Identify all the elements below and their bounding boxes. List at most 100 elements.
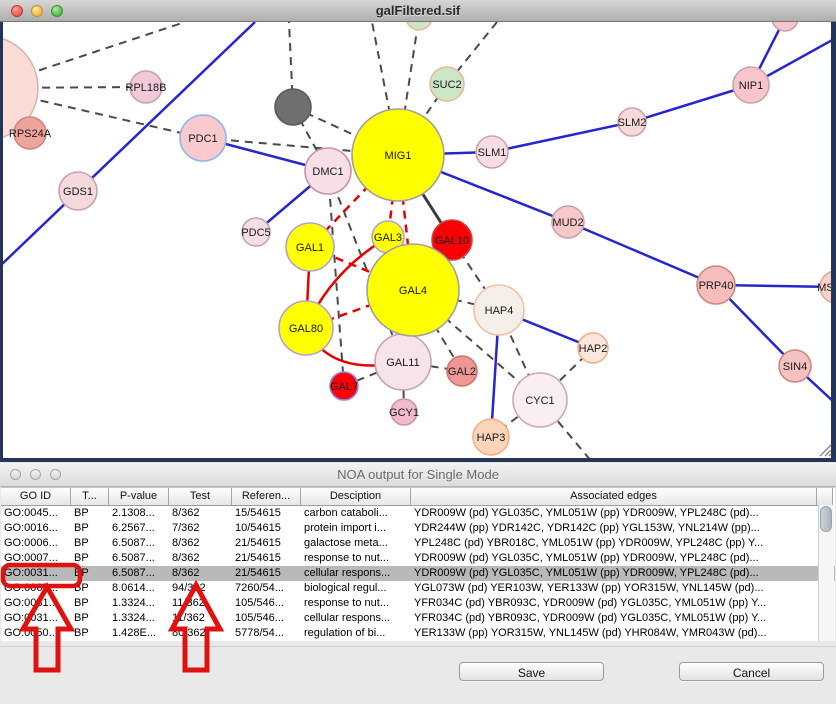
table-cell[interactable]: galactose meta... xyxy=(304,537,388,549)
table-cell[interactable]: 8.0614... xyxy=(112,582,155,594)
table-cell[interactable]: GO:0045... xyxy=(4,507,58,519)
network-canvas[interactable]: RPL18B RPS24A GDS1 PDC1 PDC5 DMC1 MIG1 SUC2 SLM1… xyxy=(0,22,836,462)
table-cell[interactable]: 8/362 xyxy=(172,567,200,579)
network-node-HAP2[interactable] xyxy=(577,332,609,364)
zoom-icon[interactable] xyxy=(51,5,63,17)
table-cell[interactable]: 6.5087... xyxy=(112,537,155,549)
table-cell[interactable]: 21/54615 xyxy=(235,537,281,549)
network-node-HAP3[interactable] xyxy=(472,418,510,456)
noa-window-titlebar[interactable]: NOA output for Single Mode xyxy=(0,463,836,487)
table-cell[interactable]: BP xyxy=(74,537,89,549)
network-node-SIN4[interactable] xyxy=(778,349,812,383)
network-node-GCY1[interactable] xyxy=(390,398,418,426)
table-cell[interactable]: 105/546... xyxy=(235,597,284,609)
table-cell[interactable]: BP xyxy=(74,627,89,639)
table-cell[interactable]: 2.1308... xyxy=(112,507,155,519)
column-header-desciption[interactable]: Desciption xyxy=(301,488,411,506)
table-cell[interactable]: cellular respons... xyxy=(304,567,391,579)
minimize-icon[interactable] xyxy=(31,5,43,17)
table-cell[interactable]: GO:0007... xyxy=(4,552,58,564)
table-cell[interactable]: 1.3324... xyxy=(112,597,155,609)
table-row[interactable]: GO:0016... BP 6.2567... 7/362 10/54615 protei… xyxy=(1,521,835,536)
network-edge[interactable] xyxy=(715,283,836,289)
network-node-GAL2[interactable] xyxy=(446,355,478,387)
network-edge[interactable] xyxy=(327,170,345,387)
table-cell[interactable]: YDR244W (pp) YDR142C, YDR142C (pp) YGL15… xyxy=(414,522,760,534)
column-header-p-value[interactable]: P-value xyxy=(109,488,169,506)
table-cell[interactable]: YDR009W (pd) YGL035C, YML051W (pp) YDR00… xyxy=(414,552,759,564)
network-node-pinkcut[interactable] xyxy=(771,22,799,32)
column-header[interactable] xyxy=(817,488,833,506)
table-cell[interactable]: BP xyxy=(74,597,89,609)
table-cell[interactable]: GO:0031... xyxy=(4,567,58,579)
table-cell[interactable]: GO:0031... xyxy=(4,597,58,609)
network-edge[interactable] xyxy=(0,22,256,267)
table-cell[interactable]: response to nut... xyxy=(304,597,389,609)
table-cell[interactable]: 94/362 xyxy=(172,582,206,594)
table-row[interactable]: GO:0007... BP 6.5087... 8/362 21/54615 respon… xyxy=(1,551,835,566)
network-edge[interactable] xyxy=(0,88,204,139)
network-node-DMC1[interactable] xyxy=(304,147,352,195)
table-cell[interactable]: BP xyxy=(74,582,89,594)
table-cell[interactable]: YGL073W (pd) YER103W, YER133W (pp) YOR31… xyxy=(414,582,764,594)
network-node-GAL80[interactable] xyxy=(278,300,334,356)
column-header-associated-edges[interactable]: Associated edges xyxy=(411,488,817,506)
table-cell[interactable]: 6.2567... xyxy=(112,522,155,534)
network-node-PRP40[interactable] xyxy=(696,265,736,305)
network-edge[interactable] xyxy=(397,22,420,156)
network-node-RPL18B[interactable] xyxy=(129,70,163,104)
table-cell[interactable]: 15/54615 xyxy=(235,507,281,519)
table-cell[interactable]: 11/362 xyxy=(172,597,205,609)
table-cell[interactable]: 1.3324... xyxy=(112,612,155,624)
zoom-icon[interactable] xyxy=(50,469,61,480)
network-node-SLM1[interactable] xyxy=(475,135,509,169)
network-edge[interactable] xyxy=(292,106,399,156)
network-edge[interactable] xyxy=(371,22,399,156)
vertical-scrollbar[interactable] xyxy=(818,505,834,641)
table-cell[interactable]: YPL248C (pd) YBR018C, YML051W (pp) YDR00… xyxy=(414,537,764,549)
network-node-CYC1[interactable] xyxy=(512,372,568,428)
network-node-MUD2[interactable] xyxy=(551,205,585,239)
table-cell[interactable]: BP xyxy=(74,552,89,564)
table-cell[interactable]: YFR034C (pd) YBR093C, YDR009W (pd) YGL03… xyxy=(414,597,767,609)
table-cell[interactable]: regulation of bi... xyxy=(304,627,386,639)
table-cell[interactable]: BP xyxy=(74,612,89,624)
minimize-icon[interactable] xyxy=(30,469,41,480)
column-header-referen-[interactable]: Referen... xyxy=(232,488,301,506)
scrollbar-thumb[interactable] xyxy=(820,506,832,532)
table-cell[interactable]: GO:0016... xyxy=(4,522,58,534)
table-cell[interactable]: GO:0006... xyxy=(4,537,58,549)
table-cell[interactable]: response to nut... xyxy=(304,552,389,564)
network-window-titlebar[interactable]: galFiltered.sif xyxy=(0,0,836,22)
close-icon[interactable] xyxy=(11,5,23,17)
network-node-big[interactable] xyxy=(0,36,39,140)
table-cell[interactable]: 8/362 xyxy=(172,537,200,549)
table-cell[interactable]: BP xyxy=(74,522,89,534)
table-row[interactable]: GO:0050... BP 1.428E... 80/362 5778/54... reg… xyxy=(1,626,835,641)
network-edge[interactable] xyxy=(202,137,399,156)
table-cell[interactable]: 21/54615 xyxy=(235,552,281,564)
table-row[interactable]: GO:0006... BP 6.5087... 8/362 21/54615 galact… xyxy=(1,536,835,551)
table-cell[interactable]: 7260/54... xyxy=(235,582,284,594)
network-node-GAL4[interactable] xyxy=(366,243,460,337)
network-node-PDC5[interactable] xyxy=(241,217,271,247)
network-node-SLM2[interactable] xyxy=(617,107,647,137)
table-row[interactable]: GO:0045... BP 2.1308... 8/362 15/54615 carbon… xyxy=(1,506,835,521)
table-cell[interactable]: 6.5087... xyxy=(112,567,155,579)
network-node-GAL10[interactable] xyxy=(431,219,473,261)
network-node-greencut[interactable] xyxy=(406,22,432,31)
table-cell[interactable]: YDR009W (pd) YGL035C, YML051W (pp) YDR00… xyxy=(414,507,759,519)
table-cell[interactable]: BP xyxy=(74,507,89,519)
network-node-gray[interactable] xyxy=(274,88,312,126)
table-cell[interactable]: GO:0050... xyxy=(4,627,58,639)
table-cell[interactable]: 6.5087... xyxy=(112,552,155,564)
table-cell[interactable]: GO:0065... xyxy=(4,582,58,594)
network-edge[interactable] xyxy=(631,83,752,124)
network-edge[interactable] xyxy=(567,220,717,287)
table-cell[interactable]: BP xyxy=(74,567,89,579)
network-node-GAL7[interactable] xyxy=(329,371,359,401)
network-node-GAL1[interactable] xyxy=(285,222,335,272)
close-icon[interactable] xyxy=(10,469,21,480)
table-cell[interactable]: 1.428E... xyxy=(112,627,157,639)
table-cell[interactable]: 11/362 xyxy=(172,612,205,624)
